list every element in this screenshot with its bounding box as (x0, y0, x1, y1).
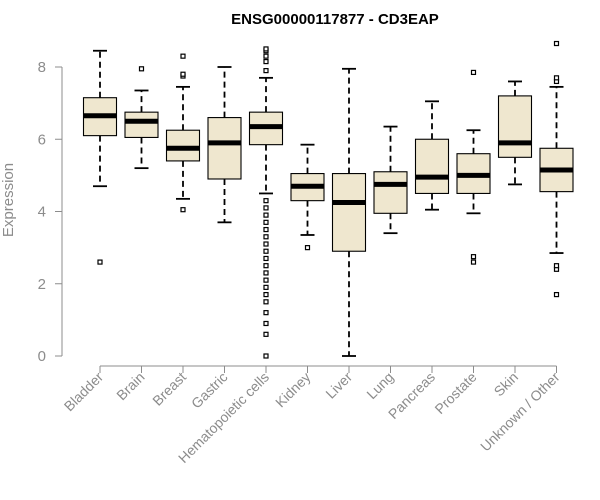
outlier-point (263, 198, 269, 204)
outlier-point (138, 66, 145, 72)
outlier-point (553, 263, 560, 269)
outlier-point (263, 58, 269, 65)
iqr-box (124, 111, 159, 138)
box-group (165, 53, 201, 213)
outlier-point (263, 68, 269, 74)
outlier-point (263, 255, 269, 262)
outlier-point (553, 75, 560, 81)
outlier-point (263, 277, 269, 283)
outlier-point (97, 259, 103, 265)
y-tick-label: 8 (38, 59, 46, 76)
outlier-point (180, 53, 186, 59)
x-tick-label: Brain (113, 369, 147, 403)
y-tick-label: 0 (38, 348, 46, 365)
outlier-point (180, 71, 186, 77)
outlier-point (263, 205, 269, 211)
box-group (82, 49, 118, 265)
x-tick-label: Liver (322, 369, 355, 402)
x-tick-label: Unknown / Other (477, 369, 563, 455)
box-group (373, 125, 408, 235)
x-tick-label: Skin (491, 369, 522, 400)
iqr-box (207, 117, 242, 180)
iqr-box (497, 95, 533, 158)
outlier-point (470, 259, 477, 265)
y-tick-label: 2 (38, 276, 46, 293)
iqr-box (373, 171, 408, 214)
outlier-point (263, 234, 269, 240)
x-tick-label: Lung (363, 369, 396, 402)
outlier-point (304, 245, 311, 251)
box-group (290, 143, 325, 251)
outlier-point (263, 263, 269, 269)
iqr-box (165, 129, 201, 162)
boxes (82, 40, 574, 359)
box-group (497, 80, 533, 186)
outlier-point (263, 353, 269, 359)
box-group (248, 46, 284, 359)
outlier-point (263, 291, 269, 298)
outlier-point (263, 270, 269, 276)
y-tick-label: 6 (38, 131, 46, 148)
box-group (331, 67, 367, 357)
outlier-point (263, 46, 269, 52)
outlier-point (180, 207, 186, 213)
y-axis-label: Expression (0, 163, 17, 237)
outlier-point (263, 241, 269, 247)
x-tick-label: Bladder (61, 369, 107, 415)
iqr-box (414, 138, 450, 194)
x-tick-label: Breast (149, 369, 189, 409)
outlier-point (263, 284, 269, 290)
outlier-point (263, 320, 269, 327)
outlier-point (263, 331, 269, 337)
x-tick-label: Kidney (272, 369, 314, 411)
chart-title: ENSG00000117877 - CD3EAP (231, 11, 439, 28)
iqr-box (331, 173, 367, 252)
x-tick-label: Prostate (431, 369, 479, 417)
outlier-point (263, 310, 269, 316)
outlier-point (263, 219, 269, 225)
outlier-point (553, 40, 560, 47)
outlier-point (553, 291, 560, 298)
box-group (539, 40, 574, 298)
box-group (124, 66, 159, 170)
y-tick-label: 4 (38, 204, 46, 221)
outlier-point (470, 69, 477, 76)
outlier-point (263, 212, 269, 218)
outlier-point (263, 248, 269, 254)
outlier-point (263, 53, 269, 59)
outlier-point (263, 226, 269, 233)
outlier-point (263, 299, 269, 305)
outlier-point (470, 254, 477, 260)
box-group (456, 69, 491, 265)
box-group (414, 100, 450, 211)
box-group (207, 66, 242, 224)
